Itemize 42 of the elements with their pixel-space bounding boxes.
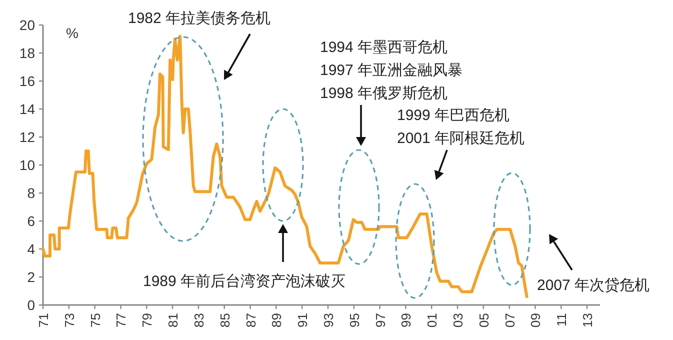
y-tick-label: 20 <box>19 17 36 33</box>
y-tick-label: 6 <box>27 213 36 229</box>
x-tick-label: 13 <box>580 313 596 328</box>
y-tick-label: 10 <box>19 157 36 173</box>
x-tick-label: 07 <box>502 313 518 328</box>
x-tick-label: 01 <box>424 313 440 328</box>
x-tick-label: 77 <box>114 313 129 328</box>
x-tick-label: 11 <box>554 313 570 326</box>
y-tick-label: 14 <box>19 101 36 117</box>
y-tick-label: 16 <box>19 73 36 89</box>
x-tick-label: 91 <box>295 313 310 328</box>
x-tick-label: 03 <box>450 313 466 328</box>
annotation: 1998 年俄罗斯危机 <box>320 85 448 102</box>
x-tick-label: 95 <box>346 313 362 328</box>
y-tick-label: 2 <box>27 269 36 285</box>
annotation: 1994 年墨西哥危机 <box>320 39 448 56</box>
x-tick-label: 97 <box>372 313 388 328</box>
annotation: 1999 年巴西危机 <box>397 107 510 124</box>
y-tick-label: 18 <box>19 45 36 61</box>
y-tick-label: 4 <box>27 241 36 257</box>
annotation: 1982 年拉美债务危机 <box>128 10 271 27</box>
x-tick-label: 93 <box>320 313 336 328</box>
annotation: 2007 年次贷危机 <box>537 277 650 294</box>
x-tick-label: 71 <box>36 313 51 328</box>
x-tick-label: 83 <box>191 313 206 328</box>
x-tick-label: 79 <box>140 313 155 328</box>
x-tick-label: 87 <box>243 313 258 328</box>
x-tick-label: 89 <box>269 313 284 328</box>
x-tick-label: 81 <box>166 313 181 328</box>
y-tick-label: 8 <box>27 185 36 201</box>
y-axis-title: % <box>66 25 78 41</box>
x-tick-label: 75 <box>88 313 103 328</box>
x-tick-label: 05 <box>476 313 492 328</box>
x-tick-label: 99 <box>398 313 414 328</box>
y-tick-label: 0 <box>27 297 36 313</box>
y-tick-label: 12 <box>19 129 36 145</box>
annotation: 2001 年阿根廷危机 <box>397 130 525 147</box>
annotation: 1997 年亚洲金融风暴 <box>320 62 463 79</box>
annotation: 1989 年前后台湾资产泡沫破灭 <box>143 273 346 290</box>
x-tick-label: 85 <box>217 313 232 328</box>
x-tick-label: 73 <box>62 313 77 328</box>
x-tick-label: 09 <box>528 313 544 328</box>
